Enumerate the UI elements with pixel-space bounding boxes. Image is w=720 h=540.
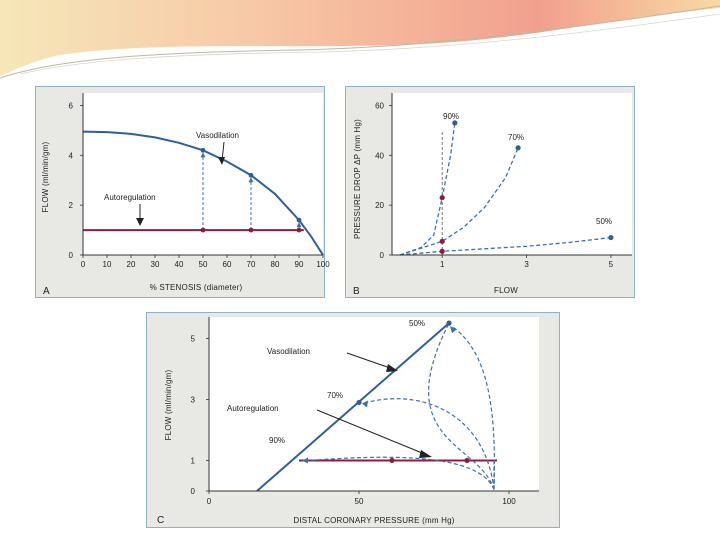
- y-tick-label: 2: [69, 201, 74, 210]
- header-wave: [0, 0, 720, 76]
- y-tick-label: 5: [191, 334, 196, 343]
- dashed-curve-90pct: [301, 456, 495, 490]
- x-tick-label: 5: [609, 260, 614, 269]
- y-tick-label: 4: [69, 151, 74, 160]
- autoregulation-point: [248, 227, 254, 233]
- x-tick-label: 30: [151, 260, 160, 269]
- dashed-curve-50pct: [452, 326, 496, 490]
- flow1-point-90pct: [439, 195, 445, 201]
- x-tick-label: 1: [440, 260, 445, 269]
- y-axis-label-a: FLOW (ml/min/gm): [41, 141, 50, 212]
- x-tick-label: 50: [199, 260, 208, 269]
- vasodilation-point: [356, 399, 362, 406]
- dashed-curve-70pct: [362, 398, 495, 490]
- series-curve-50pct: [399, 236, 611, 256]
- annotation-autoregulation-c: Autoregulation: [227, 404, 279, 413]
- y-tick-label: 0: [69, 251, 74, 260]
- x-tick-label: 90: [295, 260, 304, 269]
- plot-area-b: [392, 93, 632, 255]
- label-90-percent-c: 90%: [269, 436, 285, 445]
- x-tick-label: 50: [355, 497, 364, 506]
- x-axis-label-a: % STENOSIS (diameter): [150, 283, 243, 292]
- panel-label-a: A: [43, 286, 50, 297]
- arrowhead: [296, 222, 302, 228]
- panel-label-c: C: [157, 515, 164, 526]
- x-tick-label: 3: [524, 260, 529, 269]
- autoregulation-point: [200, 227, 206, 233]
- y-axis-label-c: FLOW (ml/min/gm): [164, 369, 173, 440]
- endpoint-50pct: [608, 234, 614, 241]
- flow1-point-70pct: [439, 238, 445, 244]
- label-90-percent: 90%: [443, 112, 459, 121]
- dashed-curve-inner-50pct: [428, 322, 495, 490]
- annotation-vasodilation: Vasodilation: [196, 131, 239, 140]
- vasodilation-point: [446, 320, 452, 326]
- slide-header-decoration: [0, 0, 720, 79]
- chart-b-svg: 1 3 5 0 20 40 60 90% 70% 50% FLOW PRESSURE DRO…: [353, 93, 632, 297]
- series-curve-90pct: [399, 122, 456, 256]
- y-tick-label: 40: [375, 151, 384, 160]
- label-70-percent: 70%: [508, 133, 524, 142]
- header-swoosh-line: [0, 5, 720, 79]
- panel-b-pressure-drop-chart: 1 3 5 0 20 40 60 90% 70% 50% FLOW PRESSURE DRO…: [345, 86, 635, 298]
- y-tick-label: 0: [191, 487, 196, 496]
- flow1-point-50pct: [439, 248, 445, 254]
- arrowhead: [200, 152, 206, 158]
- arrowhead-70pct: [362, 400, 368, 408]
- label-70-percent-c: 70%: [327, 391, 343, 400]
- panel-c-distal-pressure-chart: 0 50 100 0 1 3 5 Vasodilation Autoregulation 5…: [146, 312, 560, 528]
- endpoint-90pct: [452, 120, 458, 126]
- y-axis-label-b: PRESSURE DROP ΔP (mm Hg): [353, 119, 362, 239]
- plot-area-c: [209, 317, 539, 491]
- label-50-percent: 50%: [596, 217, 612, 226]
- x-tick-label: 60: [223, 260, 232, 269]
- autoregulation-point: [464, 457, 470, 464]
- arrowhead-90pct: [302, 457, 308, 464]
- x-axis-label-c: DISTAL CORONARY PRESSURE (mm Hg): [293, 516, 454, 525]
- annotation-autoregulation: Autoregulation: [104, 193, 156, 202]
- x-tick-label: 100: [502, 497, 516, 506]
- x-tick-label: 100: [316, 260, 330, 269]
- annotation-vasodilation-c: Vasodilation: [267, 347, 310, 356]
- x-tick-label: 0: [207, 497, 212, 506]
- endpoint-70pct: [515, 145, 521, 151]
- vasodilation-curve: [82, 130, 324, 256]
- x-tick-label: 40: [175, 260, 184, 269]
- label-50-percent-c: 50%: [409, 319, 425, 328]
- y-tick-label: 3: [191, 395, 196, 404]
- vasodilation-point: [248, 172, 254, 178]
- panel-a-stenosis-chart: 0 10 20 30 40 50 60 70 80 90 100 0 2 4 6 Vasodilation …: [35, 86, 330, 298]
- y-tick-label: 1: [191, 456, 196, 465]
- arrowhead: [248, 177, 254, 183]
- x-tick-label: 10: [103, 260, 112, 269]
- y-tick-label: 20: [375, 201, 384, 210]
- autoregulation-point: [296, 227, 302, 233]
- panel-label-b: B: [353, 286, 360, 297]
- vasodilation-point: [296, 217, 302, 223]
- x-tick-label: 80: [271, 260, 280, 269]
- x-tick-label: 20: [127, 260, 136, 269]
- y-tick-label: 60: [375, 101, 384, 110]
- x-tick-label: 0: [81, 260, 86, 269]
- y-tick-label: 6: [69, 101, 74, 110]
- vasodilation-line: [256, 322, 450, 492]
- autoregulation-point: [389, 457, 395, 464]
- x-axis-label-b: FLOW: [494, 286, 518, 295]
- chart-c-svg: 0 50 100 0 1 3 5 Vasodilation Autoregulation 5…: [157, 317, 539, 526]
- arrowhead-50pct: [450, 326, 457, 334]
- vasodilation-point: [200, 147, 206, 153]
- y-tick-label: 0: [380, 251, 385, 260]
- x-tick-label: 70: [247, 260, 256, 269]
